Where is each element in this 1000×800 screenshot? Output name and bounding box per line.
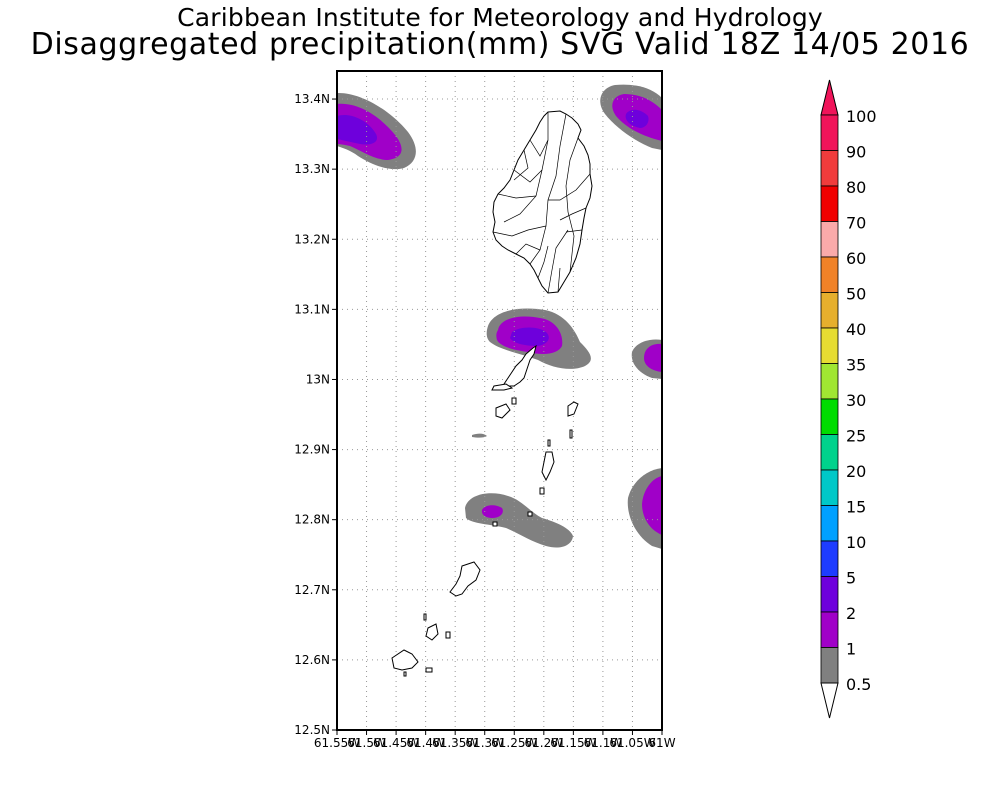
colorbar-swatch xyxy=(820,469,839,506)
latitude-tick-label: 13.3N xyxy=(294,162,330,176)
colorbar-swatch xyxy=(820,398,839,435)
island-small xyxy=(445,631,451,639)
longitude-tick-label: 61.5W xyxy=(347,736,386,750)
colorbar-swatch xyxy=(820,150,839,187)
precip-area-1mm xyxy=(472,433,487,438)
longitude-tick-label: 61.2W xyxy=(525,736,564,750)
island-small xyxy=(495,403,511,419)
longitude-tick-label: 61.15W xyxy=(550,736,596,750)
chart-title: Disaggregated precipitation(mm) SVG Vali… xyxy=(30,27,970,62)
latitude-tick-label: 13.4N xyxy=(294,92,330,106)
longitude-tick-label: 61.35W xyxy=(432,736,478,750)
longitude-tick-label: 61.25W xyxy=(491,736,537,750)
colorbar-swatch xyxy=(820,221,839,258)
longitude-tick-label: 61.3W xyxy=(465,736,504,750)
colorbar-label: 90 xyxy=(846,143,866,162)
colorbar-swatch xyxy=(820,256,839,293)
colorbar-under-arrow xyxy=(820,682,839,719)
colorbar-label: 30 xyxy=(846,391,866,410)
island-union xyxy=(449,561,481,597)
colorbar-swatch xyxy=(820,576,839,613)
colorbar-swatch xyxy=(820,114,839,151)
longitude-tick-label: 61.45W xyxy=(373,736,419,750)
colorbar-swatch xyxy=(820,327,839,364)
colorbar-label: 15 xyxy=(846,498,866,517)
colorbar-label: 70 xyxy=(846,214,866,233)
island-st-lucia xyxy=(492,110,593,294)
colorbar-label: 20 xyxy=(846,462,866,481)
colorbar-label: 100 xyxy=(846,107,877,126)
colorbar-label: 50 xyxy=(846,285,866,304)
colorbar-label: 40 xyxy=(846,320,866,339)
precip-area-5mm xyxy=(510,327,549,346)
island-small xyxy=(539,487,545,495)
island-bequia xyxy=(491,383,514,391)
st-lucia-rivers xyxy=(492,112,591,294)
island-st-vincent xyxy=(503,344,537,387)
precip-area-2mm xyxy=(644,343,662,372)
colorbar-swatch xyxy=(820,363,839,400)
longitude-axis: 61.55W61.5W61.45W61.4W61.35W61.3W61.25W6… xyxy=(314,730,676,750)
colorbar-label: 1 xyxy=(846,640,856,659)
latitude-tick-label: 12.7N xyxy=(294,583,330,597)
island-small xyxy=(567,401,579,417)
colorbar-label: 10 xyxy=(846,533,866,552)
longitude-tick-label: 61.05W xyxy=(609,736,655,750)
longitude-tick-label: 61W xyxy=(648,736,675,750)
latitude-tick-label: 12.8N xyxy=(294,513,330,527)
island-small xyxy=(403,671,407,677)
latitude-tick-label: 12.5N xyxy=(294,723,330,737)
longitude-tick-label: 61.55W xyxy=(314,736,360,750)
colorbar-swatch xyxy=(820,434,839,471)
colorbar-label: 80 xyxy=(846,178,866,197)
island-small xyxy=(492,521,498,527)
precip-area-1mm xyxy=(465,493,573,548)
island-small xyxy=(569,429,573,439)
latitude-tick-label: 13N xyxy=(306,372,330,386)
latitude-tick-label: 13.2N xyxy=(294,232,330,246)
colorbar-label: 2 xyxy=(846,604,856,623)
coastlines xyxy=(391,110,593,677)
colorbar-legend: 100 90 80 70 60 50 40 35 30 25 20 15 10 5 2 1 0.5 xyxy=(820,79,877,719)
latitude-tick-label: 12.6N xyxy=(294,653,330,667)
island-grenada-north xyxy=(391,649,419,671)
colorbar-swatch xyxy=(820,505,839,542)
precip-area-5mm xyxy=(625,109,649,128)
island-small xyxy=(423,613,427,621)
precip-area-2mm xyxy=(642,476,662,535)
longitude-tick-label: 61.1W xyxy=(584,736,623,750)
island-small xyxy=(511,397,517,405)
colorbar-label: 25 xyxy=(846,427,866,446)
colorbar-swatch xyxy=(820,647,839,684)
latitude-tick-label: 12.9N xyxy=(294,443,330,457)
plot-frame xyxy=(336,70,663,731)
longitude-tick-label: 61.4W xyxy=(406,736,445,750)
institution-title: Caribbean Institute for Meteorology and … xyxy=(177,3,823,32)
colorbar-over-arrow xyxy=(820,79,839,116)
colorbar-swatch xyxy=(820,185,839,222)
precip-shading xyxy=(337,84,662,549)
latitude-tick-label: 13.1N xyxy=(294,302,330,316)
precip-area-5mm xyxy=(337,114,378,145)
island-mustique xyxy=(541,451,555,482)
colorbar-label: 5 xyxy=(846,569,856,588)
map-gridlines xyxy=(336,71,663,731)
island-small xyxy=(547,439,551,447)
precip-area-2mm xyxy=(481,505,503,518)
island-small xyxy=(527,511,533,517)
colorbar-swatch xyxy=(820,292,839,329)
colorbar-label: 0.5 xyxy=(846,675,871,694)
colorbar-swatch xyxy=(820,611,839,648)
latitude-axis: 13.4N 13.3N 13.2N 13.1N 13N 12.9N 12.8N 12.7N 12… xyxy=(294,92,337,737)
colorbar-swatch xyxy=(820,540,839,577)
island-small xyxy=(425,667,433,673)
island-carriacou xyxy=(425,623,439,641)
colorbar-label: 35 xyxy=(846,356,866,375)
colorbar-label: 60 xyxy=(846,249,866,268)
